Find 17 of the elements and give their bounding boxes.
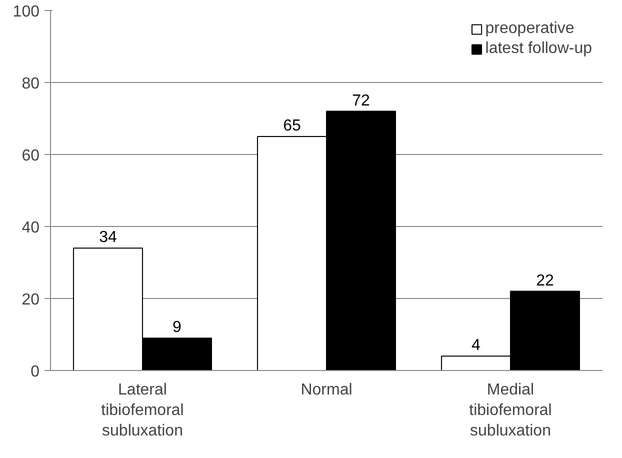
y-tick-label: 80	[22, 76, 40, 92]
legend-label: latest follow-up	[485, 40, 592, 58]
data-label: 4	[472, 337, 481, 354]
y-tick-label: 0	[30, 364, 40, 380]
y-tick-label: 100	[12, 4, 40, 20]
y-tick-label: 20	[22, 292, 40, 308]
x-tick-label: Medial tibiofemoral subluxation	[469, 382, 552, 440]
data-label: 34	[99, 229, 117, 246]
x-tick-label: Lateral tibiofemoral subluxation	[101, 382, 184, 440]
y-tick-label: 40	[22, 220, 40, 236]
data-label: 9	[172, 319, 182, 336]
x-tick-label: Normal	[300, 382, 352, 398]
data-label: 65	[283, 118, 301, 134]
data-label: 72	[352, 92, 370, 110]
data-label: 22	[536, 272, 554, 290]
y-tick-label: 60	[22, 148, 40, 164]
legend-label: preoperative	[485, 20, 574, 38]
